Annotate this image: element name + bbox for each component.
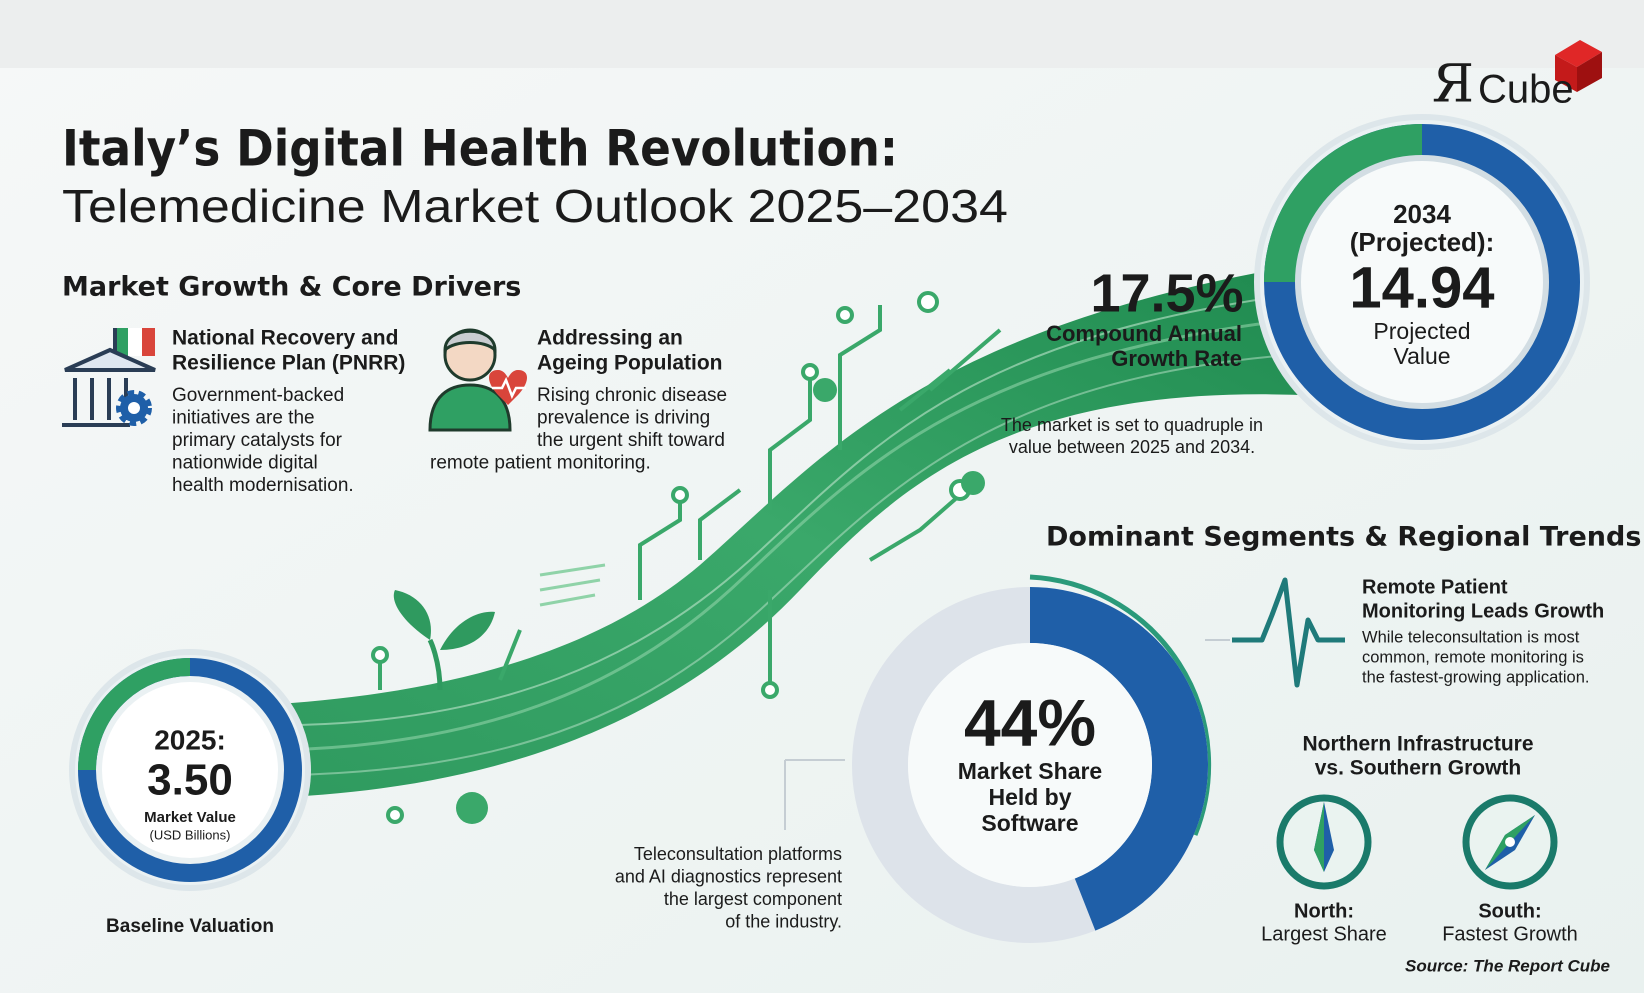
projection-label: Value (1393, 343, 1450, 369)
share-note: the largest component (664, 889, 842, 909)
driver-text: nationwide digital (172, 453, 318, 474)
share-text: Software (981, 810, 1078, 836)
source: Source: The Report Cube (1405, 956, 1610, 975)
projection-year: (Projected): (1350, 227, 1494, 257)
region-text: Fastest Growth (1442, 923, 1578, 945)
growth-note: value between 2025 and 2034. (1009, 437, 1255, 457)
heartbeat-icon (1232, 577, 1345, 688)
regional-heading: vs. Southern Growth (1315, 757, 1522, 780)
baseline-value: 3.50 (147, 756, 233, 805)
share-note: Teleconsultation platforms (634, 844, 842, 864)
driver-text: Rising chronic disease (537, 385, 727, 406)
region-text: Largest Share (1261, 923, 1387, 945)
baseline-unit: (USD Billions) (150, 827, 231, 842)
section-heading: Dominant Segments & Regional Trends (1046, 522, 1641, 553)
rpm-text: common, remote monitoring is (1362, 648, 1584, 666)
cagr-label: Growth Rate (1111, 346, 1242, 371)
driver-text: health modernisation. (172, 475, 354, 496)
cagr-label: Compound Annual (1046, 321, 1242, 346)
rpm-title: Monitoring Leads Growth (1362, 600, 1604, 622)
projection-label: Projected (1373, 318, 1470, 344)
south-compass (1462, 794, 1558, 890)
driver-text: Government-backed (172, 385, 344, 406)
baseline-ring (69, 649, 311, 891)
projection-value: 14.94 (1349, 255, 1494, 320)
share-note: of the industry. (725, 911, 842, 931)
doctor-icon (428, 328, 527, 432)
driver-title: Addressing an (537, 327, 683, 350)
projection-year: 2034 (1393, 199, 1451, 229)
share-inner (908, 643, 1152, 887)
region-name: North: (1294, 900, 1354, 922)
share-note: and AI diagnostics represent (615, 866, 842, 886)
driver-text: initiatives are the (172, 408, 315, 429)
section-heading: Market Growth & Core Drivers (62, 272, 521, 303)
north-compass (1276, 794, 1372, 890)
driver-text: remote patient monitoring. (430, 453, 651, 474)
baseline-year: 2025: (154, 724, 226, 755)
logo-cube (1555, 40, 1602, 92)
government-icon (62, 328, 156, 427)
driver-text: primary catalysts for (172, 430, 343, 451)
share-text: Held by (988, 784, 1071, 810)
title: Italy’s Digital Health Revolution: (62, 120, 898, 178)
regional-heading: Northern Infrastructure (1302, 733, 1533, 756)
baseline-label: Market Value (144, 809, 236, 826)
projection-ring (1254, 114, 1590, 450)
driver-title: Resilience Plan (PNRR) (172, 352, 405, 375)
logo-name: Cube (1478, 68, 1574, 112)
driver-title: National Recovery and (172, 327, 398, 350)
rpm-title: Remote Patient (1362, 576, 1508, 598)
region-name: South: (1478, 900, 1541, 922)
logo-mark: Я (1432, 55, 1474, 115)
subtitle: Telemedicine Market Outlook 2025–2034 (62, 180, 1008, 232)
share-value: 44% (964, 685, 1096, 759)
driver-text: prevalence is driving (537, 408, 710, 429)
cagr-value: 17.5% (1090, 263, 1243, 323)
rpm-text: the fastest-growing application. (1362, 668, 1589, 686)
share-arc (852, 587, 1208, 943)
growth-note: The market is set to quadruple in (1001, 415, 1263, 435)
top-band (0, 0, 1644, 68)
baseline-caption: Baseline Valuation (106, 916, 274, 937)
share-text: Market Share (958, 758, 1102, 784)
driver-text: the urgent shift toward (537, 430, 725, 451)
rpm-text: While teleconsultation is most (1362, 628, 1580, 646)
growth-ribbon (260, 265, 1300, 824)
driver-title: Ageing Population (537, 352, 722, 375)
